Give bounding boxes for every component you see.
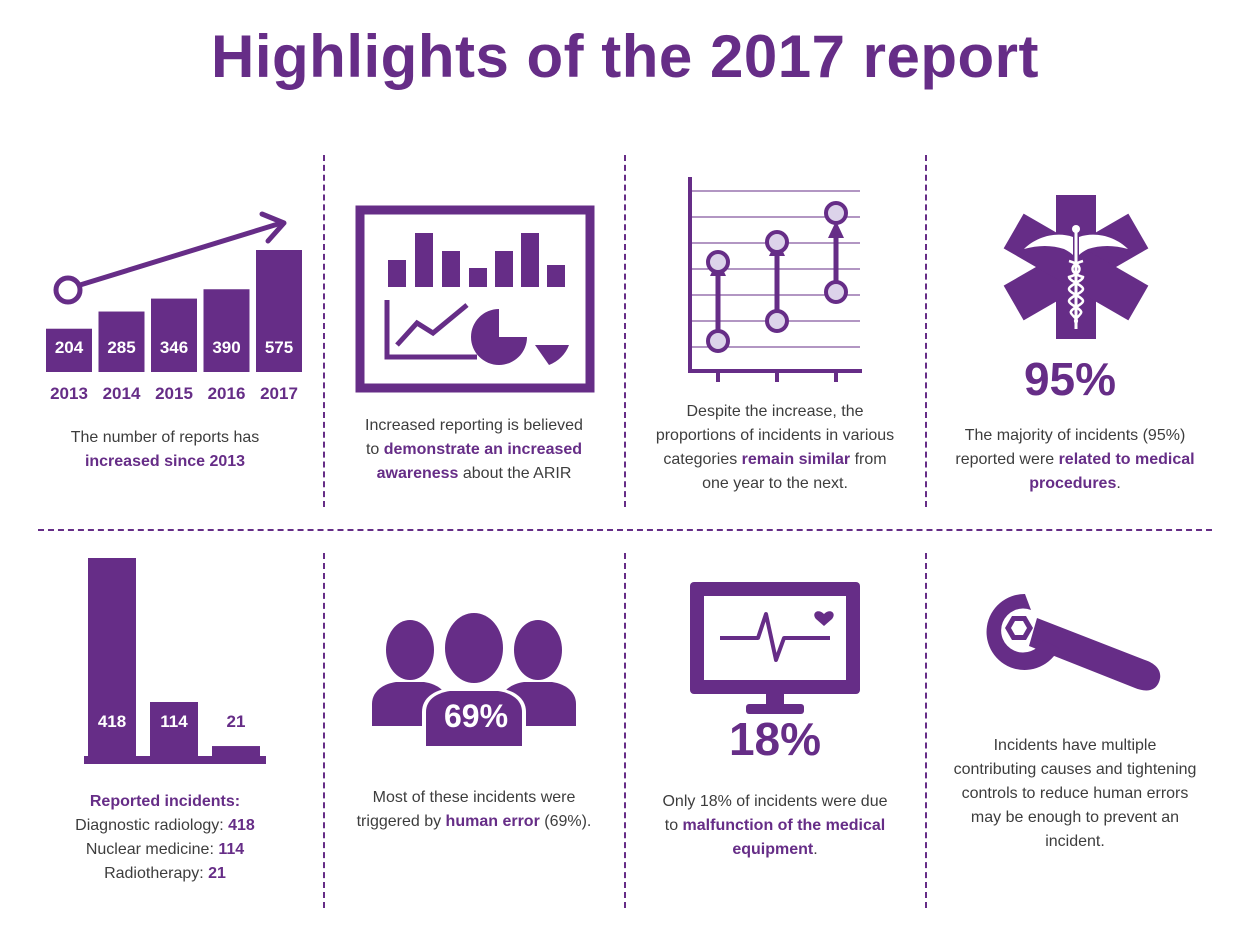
- caption-text: The number of reports has: [70, 429, 260, 446]
- reported-caption: Reported incidents: Diagnostic radiology…: [30, 790, 300, 886]
- year-tick-label: 2013: [50, 384, 88, 403]
- star-of-life-icon: [1003, 195, 1149, 339]
- caption-text: contributing causes and tightening: [953, 761, 1197, 778]
- divider: [38, 529, 1212, 531]
- divider: [323, 553, 325, 908]
- caption-text: .: [813, 841, 818, 858]
- caption-emphasis: procedures: [1029, 475, 1117, 492]
- caption-text: reported were: [955, 451, 1059, 468]
- bar-value-label: 285: [107, 338, 135, 357]
- caption-text: proportions of incidents in various: [655, 427, 895, 444]
- bar-2017: [256, 250, 302, 372]
- caption-value: 21: [208, 865, 226, 882]
- human-error-percent: 69%: [443, 698, 509, 734]
- wrench-icon: [986, 593, 1161, 691]
- caption-value: 114: [218, 841, 245, 858]
- reports-caption: The number of reports has increased sinc…: [30, 426, 300, 474]
- caption-emphasis: related to medical: [1058, 451, 1195, 468]
- bar-2014: [98, 311, 145, 372]
- caption-emphasis: equipment: [732, 841, 814, 858]
- proportions-caption: Despite the increase, the proportions of…: [634, 400, 916, 496]
- growth-arrow-icon: [53, 211, 287, 305]
- year-tick-label: 2017: [260, 384, 298, 403]
- bar-value-label: 575: [265, 338, 293, 357]
- caption-text: to: [365, 441, 384, 458]
- divider: [925, 155, 927, 507]
- bar-value-label: 204: [55, 338, 84, 357]
- caption-text: may be enough to prevent an: [970, 809, 1180, 826]
- caption-text: controls to reduce human errors: [961, 785, 1189, 802]
- bar-nuclear-medicine: [150, 702, 198, 756]
- heart-monitor-icon: [690, 582, 860, 714]
- caption-text: Radiotherapy:: [104, 865, 209, 882]
- awareness-caption: Increased reporting is believed to demon…: [334, 414, 614, 486]
- caption-text: triggered by: [356, 813, 446, 830]
- caption-text: from: [850, 451, 887, 468]
- year-tick-label: 2015: [155, 384, 193, 403]
- caption-text: Increased reporting is believed: [365, 417, 583, 434]
- caption-emphasis: remain similar: [741, 451, 851, 468]
- malfunction-caption: Only 18% of incidents were due to malfun…: [634, 790, 916, 862]
- year-tick-label: 2016: [208, 384, 246, 403]
- divider: [624, 155, 626, 507]
- bar-diagnostic-radiology: [88, 558, 136, 756]
- bar-2013: [46, 328, 92, 372]
- caption-emphasis: demonstrate an increased: [383, 441, 583, 458]
- caption-text: about the ARIR: [458, 465, 572, 482]
- bar-radiotherapy: [212, 746, 260, 756]
- divider: [624, 553, 626, 908]
- caption-emphasis: awareness: [376, 465, 459, 482]
- divider: [323, 155, 325, 507]
- dashboard-icon: [355, 205, 595, 393]
- bar-2015: [151, 298, 197, 372]
- caption-text: The majority of incidents (95%): [964, 427, 1186, 444]
- range-chart-icon: [688, 177, 862, 382]
- medical-caption: The majority of incidents (95%) reported…: [935, 424, 1215, 496]
- caption-text: Nuclear medicine:: [85, 841, 219, 858]
- bar-value-label: 21: [227, 712, 246, 731]
- caption-value: 418: [228, 817, 255, 834]
- incidents-by-modality-chart: 418 114 21: [84, 558, 266, 764]
- caption-text: one year to the next.: [702, 475, 848, 492]
- medical-percent: 95%: [1023, 353, 1117, 405]
- caption-text: (69%).: [539, 813, 592, 830]
- bar-value-label: 346: [160, 338, 188, 357]
- caption-text: Diagnostic radiology:: [75, 817, 229, 834]
- bar-value-label: 114: [160, 712, 188, 731]
- bar-value-label: 418: [98, 712, 126, 731]
- year-tick-label: 2014: [103, 384, 141, 403]
- caption-emphasis: malfunction of the medical: [682, 817, 886, 834]
- people-icon: [372, 612, 576, 748]
- bar-2016: [203, 289, 250, 372]
- caption-text: Incidents have multiple: [993, 737, 1157, 754]
- caption-emphasis: human error: [445, 813, 540, 830]
- malfunction-percent: 18%: [728, 713, 822, 765]
- caption-text: Most of these incidents were: [372, 789, 576, 806]
- reports-by-year-chart: 204 2013 285 2014 346 2015 390 2016 575 2017: [46, 211, 302, 403]
- divider: [925, 553, 927, 908]
- caption-heading: Reported incidents:: [89, 793, 241, 810]
- caption-emphasis: increased since 2013: [84, 453, 246, 470]
- caption-text: categories: [663, 451, 742, 468]
- caption-text: incident.: [1045, 833, 1105, 850]
- caption-text: to: [664, 817, 683, 834]
- causes-caption: Incidents have multiple contributing cau…: [935, 734, 1215, 854]
- page-title: Highlights of the 2017 report: [211, 23, 1039, 90]
- caption-text: Only 18% of incidents were due: [662, 793, 888, 810]
- human-error-caption: Most of these incidents were triggered b…: [334, 786, 614, 834]
- caption-text: Despite the increase, the: [686, 403, 864, 420]
- caption-text: .: [1116, 475, 1121, 492]
- chart-baseline: [84, 756, 266, 764]
- bar-value-label: 390: [212, 338, 240, 357]
